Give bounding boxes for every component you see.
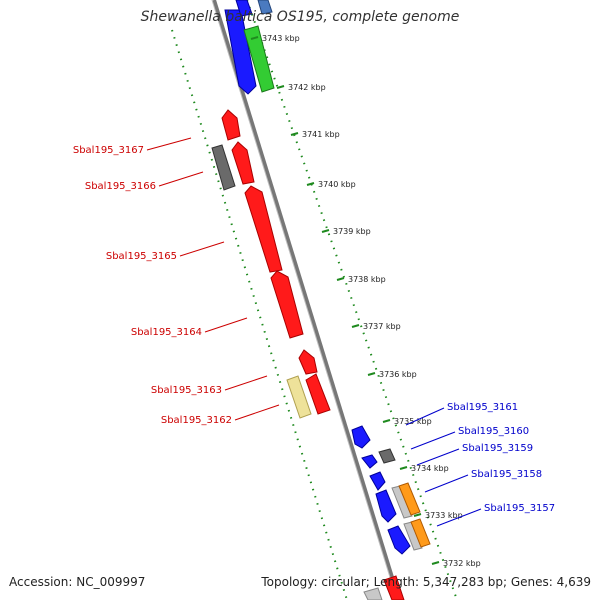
kbp-tick [367,372,376,376]
genome-backbone [211,0,401,600]
gene-label-reverse[interactable]: Sbal195_3166 [85,181,156,192]
gene-arrow-blue-3161[interactable] [351,425,371,449]
gene-arrow-blue-3157[interactable] [387,525,411,555]
kbp-label: 3739 kbp [333,227,371,236]
kbp-label: 3736 kbp [379,370,417,379]
gene-label-leader [224,375,268,391]
reverse-strand-genes [211,9,331,419]
kbp-label: 3734 kbp [411,464,449,473]
gene-arrow-red-3166[interactable] [231,141,255,185]
gene-arrow-red-3167[interactable] [221,109,241,141]
gene-label-reverse[interactable]: Sbal195_3164 [131,327,202,338]
kbp-tick [306,182,315,186]
kbp-tick [399,466,408,470]
kbp-label: 3732 kbp [443,559,481,568]
outer-tick-line [171,29,348,600]
gene-box-lightgrey-3158[interactable] [391,485,413,519]
gene-box-yellow-3162[interactable] [286,375,312,419]
kbp-tick [321,229,330,233]
gene-label-leader [436,508,482,527]
kbp-tick [336,277,345,281]
gene-label-forward[interactable]: Sbal195_3157 [484,503,555,514]
kbp-label: 3743 kbp [262,34,300,43]
gene-label-leader [424,474,469,493]
gene-label-leader [158,171,204,187]
kbp-label: 3742 kbp [288,83,326,92]
kbp-tick [351,324,360,328]
gene-arrow-blue-reverse[interactable] [224,9,257,95]
accession-text: Accession: NC_009997 [9,575,146,589]
kbp-label: 3737 kbp [363,322,401,331]
kbp-tick [382,419,391,423]
gene-arrow-blue-3158a[interactable] [369,471,386,491]
gene-box-orange-3158[interactable] [398,482,421,516]
gene-arrow-blue-3160[interactable] [361,454,378,469]
gene-label-reverse[interactable]: Sbal195_3163 [151,385,222,396]
gene-label-leader [146,137,192,151]
gene-labels: Sbal195_3167 Sbal195_3166 Sbal195_3165 Sbal… [73,137,555,527]
kbp-label: 3733 kbp [425,511,463,520]
gene-label-leader [234,404,280,421]
genome-title: Shewanella baltica OS195, complete genom… [140,9,460,25]
gene-label-leader [416,448,460,466]
gene-arrow-steel-top[interactable] [257,0,273,15]
forward-strand-genes [235,0,431,600]
gene-label-leader [410,431,456,450]
gene-box-lightgrey-3157[interactable] [403,521,423,551]
kbp-tick [276,85,285,89]
gene-label-leader [179,241,225,257]
gene-label-reverse[interactable]: Sbal195_3165 [106,251,177,262]
kbp-tick [413,513,422,517]
gene-label-reverse[interactable]: Sbal195_3162 [161,415,232,426]
gene-arrow-red-3164[interactable] [270,270,304,339]
gene-arrow-red-3163b[interactable] [305,373,331,415]
kbp-label: 3740 kbp [318,180,356,189]
kbp-label: 3738 kbp [348,275,386,284]
gene-box-grey-3159[interactable] [378,448,396,464]
gene-label-leader [405,407,445,426]
gene-arrow-red-3165[interactable] [244,185,283,273]
gene-arrow-green[interactable] [243,25,275,93]
gene-arrow-red-3163a[interactable] [298,349,318,375]
kbp-tick [290,132,299,136]
kbp-tick [250,36,259,40]
gene-label-forward[interactable]: Sbal195_3158 [471,469,542,480]
gene-label-forward[interactable]: Sbal195_3161 [447,402,518,413]
gene-label-reverse[interactable]: Sbal195_3167 [73,145,144,156]
gene-label-forward[interactable]: Sbal195_3160 [458,426,529,437]
inner-tick-line [246,0,458,600]
outer-tick-track [171,0,458,600]
genome-summary-text: Topology: circular; Length: 5,347,283 bp… [261,575,591,589]
gene-label-leader [204,317,248,333]
gene-box-lightgrey-bottom[interactable] [363,587,383,600]
gene-arrow-blue-top[interactable] [235,0,253,17]
kbp-tick [431,561,440,565]
gene-box-grey-3166[interactable] [211,144,236,191]
gene-box-orange-3157[interactable] [410,518,431,548]
gene-box-red-bottom[interactable] [383,575,405,600]
gene-label-forward[interactable]: Sbal195_3159 [462,443,533,454]
gene-arrow-blue-3158b[interactable] [375,489,397,523]
kbp-label: 3741 kbp [302,130,340,139]
